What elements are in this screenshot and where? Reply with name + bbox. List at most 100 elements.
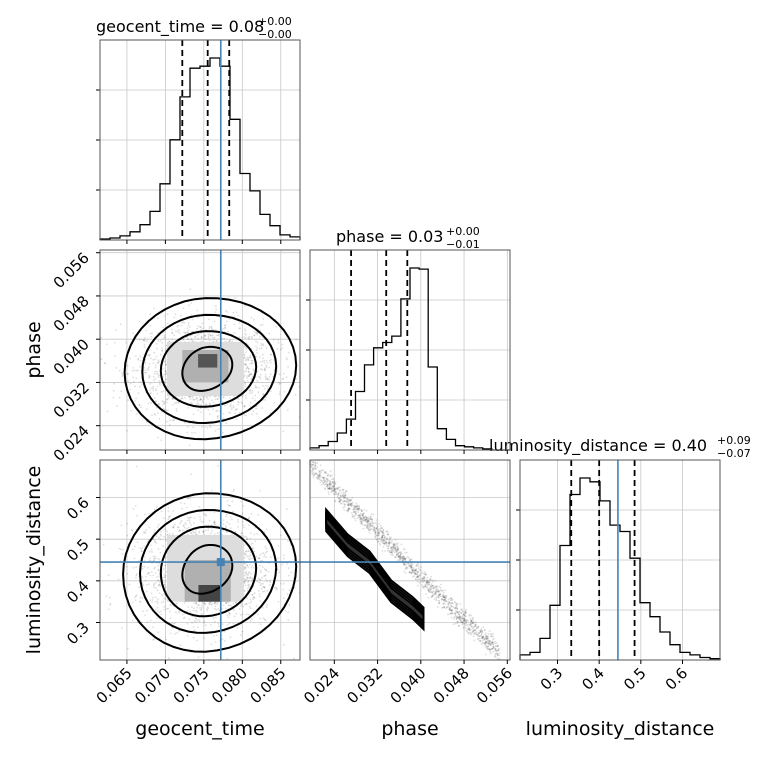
scatter-point [397, 552, 400, 554]
scatter-point [164, 363, 167, 366]
scatter-point [336, 487, 339, 490]
scatter-point [465, 615, 467, 618]
scatter-point [472, 617, 474, 620]
scatter-point [485, 644, 488, 646]
scatter-point [132, 566, 135, 569]
scatter-point [146, 340, 148, 342]
scatter-point [382, 534, 385, 537]
scatter-point [143, 367, 146, 369]
scatter-point [229, 412, 232, 414]
scatter-point [365, 517, 368, 519]
scatter-point [344, 504, 346, 506]
scatter-point [171, 419, 174, 422]
scatter-point [246, 564, 248, 566]
scatter-point [141, 357, 144, 359]
scatter-point [458, 618, 461, 621]
scatter-point [480, 633, 483, 635]
scatter-point [166, 398, 169, 401]
title-phase-value: 0.03 [408, 227, 444, 246]
scatter-point [439, 595, 441, 598]
scatter-point [338, 501, 341, 504]
scatter-point [249, 388, 252, 391]
scatter-point [201, 425, 203, 428]
scatter-point [237, 314, 240, 317]
scatter-point [379, 544, 381, 546]
scatter-point [395, 556, 398, 558]
scatter-point [280, 582, 282, 585]
scatter-point [159, 533, 162, 535]
scatter-point [343, 496, 345, 499]
scatter-point [173, 334, 176, 337]
scatter-point [493, 637, 495, 640]
scatter-point [259, 324, 262, 327]
scatter-point [358, 516, 361, 518]
scatter-point [396, 549, 399, 551]
scatter-point [345, 489, 347, 492]
scatter-point [222, 397, 225, 399]
scatter-point [490, 643, 492, 645]
scatter-point [315, 472, 317, 474]
scatter-point [471, 621, 474, 624]
scatter-point [222, 529, 225, 532]
scatter-point [461, 620, 463, 623]
scatter-point [162, 568, 165, 570]
scatter-point [157, 579, 160, 582]
scatter-point [147, 369, 150, 371]
scatter-point [191, 621, 193, 624]
scatter-point [335, 492, 337, 494]
scatter-point [284, 609, 287, 612]
scatter-point [211, 530, 213, 532]
scatter-point [163, 381, 166, 383]
scatter-point [464, 611, 467, 614]
scatter-point [203, 334, 206, 337]
scatter-point [194, 335, 197, 338]
scatter-point [127, 380, 130, 382]
scatter-point [331, 490, 333, 492]
scatter-point [381, 534, 384, 537]
scatter-point [248, 337, 250, 340]
scatter-point [230, 604, 233, 607]
scatter-point [326, 478, 329, 480]
scatter-point [202, 530, 205, 533]
scatter-point [199, 398, 202, 400]
scatter-point [155, 587, 157, 589]
scatter-point [327, 483, 329, 486]
scatter-point [314, 472, 316, 475]
scatter-point [385, 542, 388, 544]
scatter-point [265, 360, 268, 362]
scatter-point [234, 412, 237, 415]
scatter-point [244, 359, 247, 362]
scatter-point [174, 313, 177, 316]
scatter-point [333, 489, 336, 492]
scatter-point [498, 658, 501, 660]
scatter-point [182, 617, 185, 620]
scatter-point [400, 553, 402, 556]
scatter-point [383, 539, 385, 542]
scatter-point [148, 583, 150, 586]
scatter-point [409, 565, 411, 567]
scatter-point [366, 521, 369, 524]
scatter-point [218, 531, 221, 534]
scatter-point [165, 399, 168, 401]
scatter-point [263, 368, 266, 370]
scatter-point [377, 533, 380, 536]
scatter-point [287, 618, 290, 621]
scatter-point [422, 580, 425, 583]
scatter-point [423, 573, 426, 576]
scatter-point [159, 353, 162, 356]
scatter-point [412, 570, 414, 573]
scatter-point [224, 404, 226, 407]
scatter-point [405, 564, 407, 566]
scatter-point [156, 347, 158, 350]
scatter-point [247, 584, 250, 587]
scatter-point [225, 607, 227, 610]
scatter-point [482, 626, 485, 628]
scatter-point [261, 368, 263, 371]
xlabel-luminosity-distance: luminosity_distance [526, 718, 715, 740]
scatter-point [339, 489, 342, 491]
scatter-point [134, 599, 137, 602]
scatter-point [188, 444, 191, 447]
scatter-point [312, 464, 315, 466]
scatter-point [227, 616, 230, 619]
scatter-point [419, 578, 421, 580]
